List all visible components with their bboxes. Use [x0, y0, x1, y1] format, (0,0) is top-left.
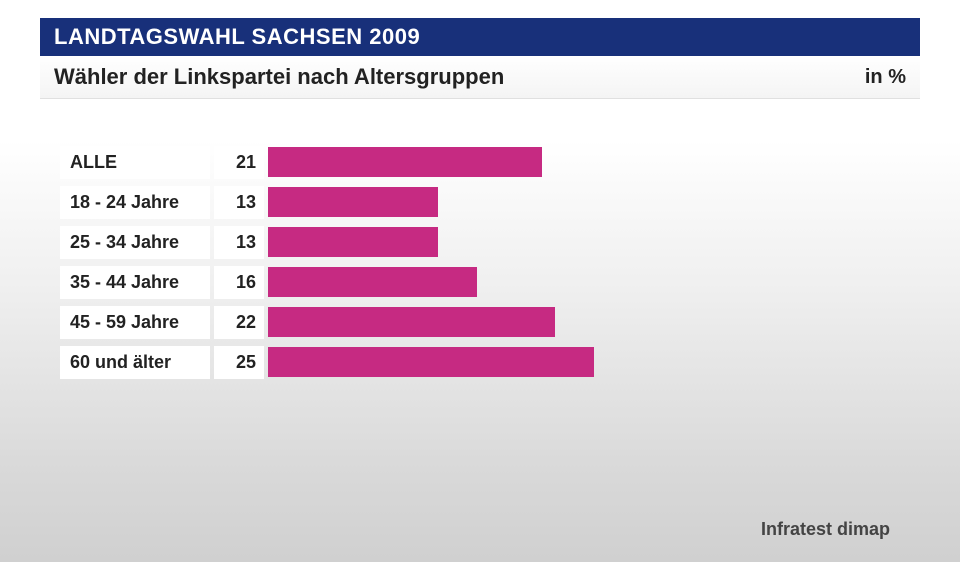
bar: [268, 347, 594, 377]
value-label: 13: [214, 186, 264, 219]
category-label: 18 - 24 Jahre: [60, 186, 210, 219]
category-label: ALLE: [60, 146, 210, 179]
chart-row: 35 - 44 Jahre16: [60, 264, 920, 300]
value-label: 25: [214, 346, 264, 379]
value-label: 16: [214, 266, 264, 299]
chart-row: 18 - 24 Jahre13: [60, 184, 920, 220]
value-label: 21: [214, 146, 264, 179]
value-label: 13: [214, 226, 264, 259]
chart-row: 60 und älter25: [60, 344, 920, 380]
source-label: Infratest dimap: [761, 519, 890, 540]
category-label: 35 - 44 Jahre: [60, 266, 210, 299]
bar: [268, 307, 555, 337]
bar-container: [268, 147, 920, 177]
bar: [268, 227, 438, 257]
bar: [268, 187, 438, 217]
bar: [268, 147, 542, 177]
bar-container: [268, 347, 920, 377]
unit-label: in %: [865, 66, 906, 89]
chart-row: ALLE21: [60, 144, 920, 180]
chart-row: 25 - 34 Jahre13: [60, 224, 920, 260]
subtitle-text: Wähler der Linkspartei nach Altersgruppe…: [54, 64, 504, 90]
category-label: 45 - 59 Jahre: [60, 306, 210, 339]
chart-row: 45 - 59 Jahre22: [60, 304, 920, 340]
bar-container: [268, 267, 920, 297]
bar: [268, 267, 477, 297]
header-title: LANDTAGSWAHL SACHSEN 2009: [40, 18, 920, 56]
bar-container: [268, 187, 920, 217]
value-label: 22: [214, 306, 264, 339]
category-label: 60 und älter: [60, 346, 210, 379]
bar-container: [268, 307, 920, 337]
bar-chart: ALLE2118 - 24 Jahre1325 - 34 Jahre1335 -…: [60, 144, 920, 380]
bar-container: [268, 227, 920, 257]
category-label: 25 - 34 Jahre: [60, 226, 210, 259]
subtitle-band: Wähler der Linkspartei nach Altersgruppe…: [40, 56, 920, 99]
